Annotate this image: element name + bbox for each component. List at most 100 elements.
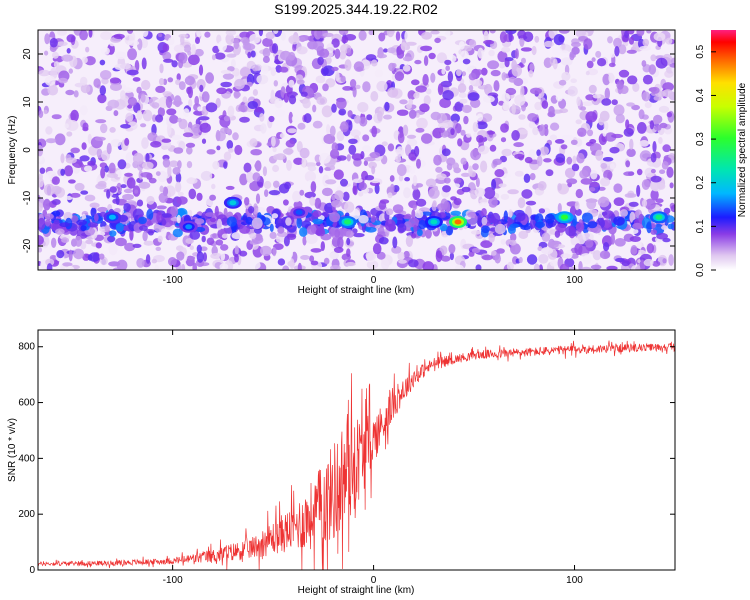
spectrogram-cell — [398, 259, 407, 264]
spectrogram-cell — [180, 35, 185, 45]
spectrogram-cell — [196, 251, 204, 263]
spectrogram-cell — [639, 45, 651, 51]
spectrogram-cell — [411, 209, 416, 220]
spectrogram-cell — [500, 239, 506, 245]
spectrogram-cell — [206, 237, 215, 246]
spectrogram-cell — [255, 193, 261, 204]
spectrogram-cell — [300, 91, 308, 97]
spectrogram-cell — [95, 242, 102, 249]
spectrogram-cell — [263, 180, 272, 189]
spectrogram-cell — [270, 67, 277, 77]
spectrogram-cell — [578, 261, 583, 270]
spectrogram-cell — [402, 64, 411, 72]
spectrogram-cell — [265, 31, 275, 40]
snr-y-axis: 0 200 400 600 800 — [18, 342, 675, 576]
spectrogram-cell — [376, 80, 388, 92]
x-tick-label: 0 — [371, 275, 377, 286]
spectrogram-cell — [53, 219, 60, 225]
spectrogram-cell — [544, 213, 555, 224]
spectrogram-cell — [389, 175, 395, 182]
spectrogram-cell — [646, 221, 652, 234]
spectrogram-cell — [80, 190, 89, 195]
spectrogram-cell — [428, 187, 440, 199]
spectrogram-cell — [378, 237, 389, 245]
spectrogram-cell — [176, 251, 185, 261]
spectrogram-cell — [452, 162, 459, 171]
spectrogram-cell — [445, 225, 454, 236]
spectrogram-cell — [453, 177, 462, 184]
spectrogram-cell — [296, 46, 308, 55]
spectrogram-cell — [402, 56, 413, 62]
spectrogram-cell — [292, 43, 297, 52]
spectrogram-cell — [122, 193, 134, 201]
spectrogram-cell — [558, 79, 567, 86]
spectrogram-cell — [642, 38, 650, 47]
spectrogram-cell — [545, 169, 554, 177]
spectrogram-cell — [520, 47, 533, 52]
spectrogram-peak — [561, 214, 568, 220]
spectrogram-cell — [449, 252, 454, 261]
spectrogram-cell — [268, 115, 275, 123]
spectrogram-cell — [173, 147, 184, 154]
spectrogram-cell — [590, 264, 602, 270]
spectrogram-cell — [196, 244, 202, 254]
spectrogram-cell — [533, 263, 540, 270]
colorbar-tick-label: 0.2 — [695, 175, 706, 189]
spectrogram-cell — [552, 58, 558, 70]
spectrogram-cell — [300, 255, 310, 260]
spectrogram-cell — [160, 228, 167, 239]
spectrogram-cell — [483, 39, 495, 45]
snr-series-line — [38, 340, 675, 570]
spectrogram-cell — [186, 161, 193, 169]
spectrogram-peak — [454, 219, 462, 225]
spectrogram-cell — [534, 101, 543, 111]
y-tick-label: -10 — [22, 190, 33, 205]
spectrogram-cell — [104, 224, 110, 233]
snr-x-label: Height of straight line (km) — [298, 585, 415, 596]
spectrogram-cell — [310, 260, 319, 266]
spectrogram-cell — [288, 34, 301, 45]
spectrogram-cell — [459, 98, 468, 104]
spectrogram-cell — [262, 47, 271, 58]
spectrogram-cell — [609, 163, 615, 170]
spectrogram-cell — [630, 245, 638, 255]
spectrogram-cell — [374, 183, 380, 195]
spectrogram-cell — [246, 171, 255, 184]
spectrogram-cell — [85, 239, 94, 245]
spectrogram-cell — [453, 183, 460, 189]
spectrogram-cell — [322, 32, 334, 38]
spectrogram-cell — [44, 33, 50, 45]
spectrogram-cell — [223, 115, 230, 122]
spectrogram-cell — [478, 202, 490, 207]
spectrogram-cell — [172, 228, 183, 238]
spectrogram-cell — [84, 165, 93, 172]
spectrogram-peak — [344, 219, 351, 225]
spectrogram-cell — [167, 165, 172, 178]
spectrogram-cell — [227, 105, 235, 118]
spectrogram-cell — [385, 208, 394, 216]
spectrogram-cell — [124, 242, 136, 252]
spectrogram-cell — [586, 154, 594, 161]
spectrogram-cell — [435, 166, 443, 173]
spectrogram-cell — [574, 243, 583, 256]
spectrogram-cell — [127, 40, 140, 46]
spectrogram-cell — [378, 200, 387, 210]
spectrogram-cell — [56, 41, 68, 47]
spectrogram-cell — [296, 216, 302, 229]
spectrogram-cell — [288, 95, 297, 105]
spectrogram-cell — [271, 43, 279, 54]
spectrogram-cell — [155, 85, 166, 93]
spectrogram-cell — [518, 114, 526, 120]
spectrogram-cell — [189, 245, 194, 250]
spectrogram-cell — [529, 218, 536, 229]
spectrogram-cell — [87, 133, 92, 144]
spectrogram-cell — [477, 214, 482, 227]
spectrogram-cell — [595, 50, 602, 58]
spectrogram-cell — [351, 153, 364, 161]
spectrogram-cell — [104, 165, 109, 173]
spectrogram-cell — [196, 192, 203, 201]
spectrogram-cell — [362, 81, 371, 93]
spectrogram-cell — [386, 30, 395, 38]
spectrogram-cell — [79, 155, 90, 162]
spectrogram-cell — [585, 70, 590, 76]
